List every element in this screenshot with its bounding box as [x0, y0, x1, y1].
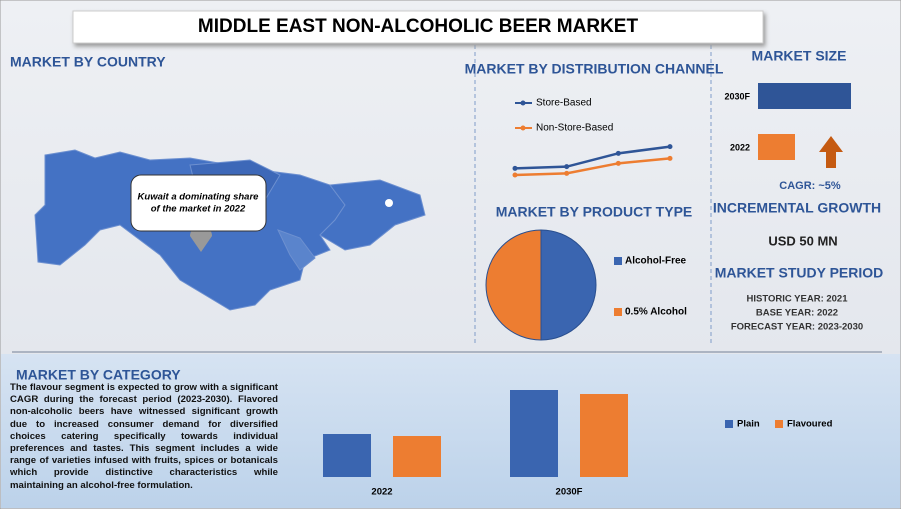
- legend-marker: [520, 100, 526, 106]
- x-tick-label: 2030F: [556, 487, 583, 498]
- category-panel: [1, 354, 900, 508]
- arrow: [819, 136, 843, 168]
- heading: INCREMENTAL GROWTH: [713, 200, 881, 216]
- legend-label: 0.5% Alcohol: [625, 307, 687, 318]
- bar-label: 2022: [730, 142, 750, 152]
- legend-swatch: [614, 257, 622, 265]
- pie-slice: [540, 229, 597, 341]
- point: [512, 165, 518, 171]
- bar: [510, 390, 558, 477]
- period: FORECAST YEAR: 2023-2030: [731, 322, 863, 333]
- heading: MARKET BY COUNTRY: [10, 54, 166, 70]
- callout: [130, 174, 267, 232]
- point: [615, 150, 621, 156]
- point: [667, 155, 673, 161]
- callout-text: Kuwait a dominating share: [138, 192, 260, 203]
- legend-label: Store-Based: [536, 98, 592, 109]
- bar: [323, 434, 371, 477]
- value: USD 50 MN: [768, 233, 837, 248]
- callout-text: of the market in 2022: [151, 204, 246, 215]
- bar-label: 2030F: [724, 91, 750, 101]
- point: [564, 170, 570, 176]
- bar: [393, 436, 441, 477]
- legend-label: Flavoured: [787, 419, 833, 430]
- pin: [190, 225, 212, 252]
- bar: [580, 394, 628, 477]
- period: HISTORIC YEAR: 2021: [746, 294, 848, 305]
- legend-label: Plain: [737, 419, 760, 430]
- pie-slice: [485, 229, 542, 341]
- category-text: The flavour segment is expected to grow …: [10, 382, 278, 491]
- point: [512, 172, 518, 178]
- chart-title: MARKET SIZE: [752, 48, 847, 64]
- point: [615, 160, 621, 166]
- title-box: [72, 10, 764, 44]
- legend-label: Non-Store-Based: [536, 123, 613, 134]
- legend-swatch: [725, 420, 733, 428]
- period: BASE YEAR: 2022: [756, 308, 838, 319]
- chart-title: MARKET BY CATEGORY: [16, 367, 181, 383]
- point: [667, 144, 673, 150]
- bar: [758, 83, 851, 109]
- dot: [385, 199, 393, 207]
- legend-label: Alcohol-Free: [625, 256, 687, 267]
- x-tick-label: 2022: [371, 487, 392, 498]
- chart-title: MARKET BY PRODUCT TYPE: [496, 204, 693, 220]
- legend-swatch: [614, 308, 622, 316]
- bar: [758, 134, 795, 160]
- line: [514, 145, 671, 170]
- cagr: CAGR: ~5%: [779, 180, 841, 192]
- legend-swatch: [775, 420, 783, 428]
- title: MIDDLE EAST NON-ALCOHOLIC BEER MARKET: [198, 16, 639, 37]
- line: [514, 157, 671, 177]
- chart-title: MARKET BY DISTRIBUTION CHANNEL: [465, 61, 724, 77]
- legend-marker: [520, 125, 526, 131]
- point: [564, 164, 570, 170]
- heading: MARKET STUDY PERIOD: [715, 265, 884, 281]
